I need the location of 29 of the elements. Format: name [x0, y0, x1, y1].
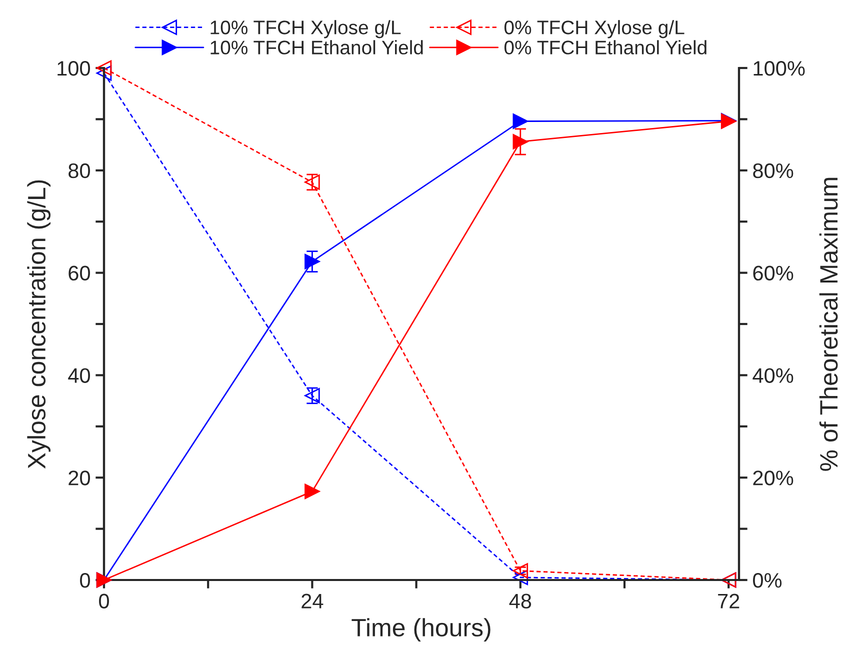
- y2-tick-label: 100%: [754, 61, 805, 76]
- y-tick-label: 40: [68, 368, 90, 383]
- point: [512, 563, 528, 578]
- legend-label: 0% TFCH Ethanol Yield: [504, 40, 706, 54]
- y2-tick-label: 20%: [753, 470, 794, 486]
- point: [304, 254, 320, 270]
- legend-label: 0% TFCH Xylose g/L: [504, 20, 684, 38]
- legend-label: 10% TFCH Ethanol Yield: [210, 40, 423, 54]
- y2-tick-label: 40%: [752, 368, 794, 383]
- x-tick-label: 72: [718, 594, 740, 608]
- point: [512, 570, 528, 586]
- y-tick-label: 80: [68, 163, 90, 178]
- x-axis-title: Time (hours): [352, 618, 490, 642]
- y-tick-label: 0: [80, 573, 90, 588]
- y2-tick-label: 60%: [753, 266, 794, 281]
- x-tick-label: 24: [302, 594, 324, 608]
- y2-tick-label: 0%: [753, 573, 782, 588]
- point: [304, 484, 320, 500]
- y-tick-label: 100: [58, 61, 90, 76]
- y-tick-label: 60: [68, 266, 90, 281]
- y-axis-title: Xylose concentration (g/L): [27, 180, 50, 469]
- x-tick-label: 0: [99, 594, 109, 608]
- x-tick-label: 48: [509, 594, 532, 608]
- point: [512, 134, 528, 150]
- y2-axis-title: % of Theoretical Maximum: [819, 178, 838, 471]
- point: [512, 114, 528, 129]
- legend-label: 10% TFCH Xylose g/L: [210, 20, 401, 38]
- y2-tick-label: 80%: [753, 163, 794, 178]
- y-tick-label: 20: [68, 470, 90, 486]
